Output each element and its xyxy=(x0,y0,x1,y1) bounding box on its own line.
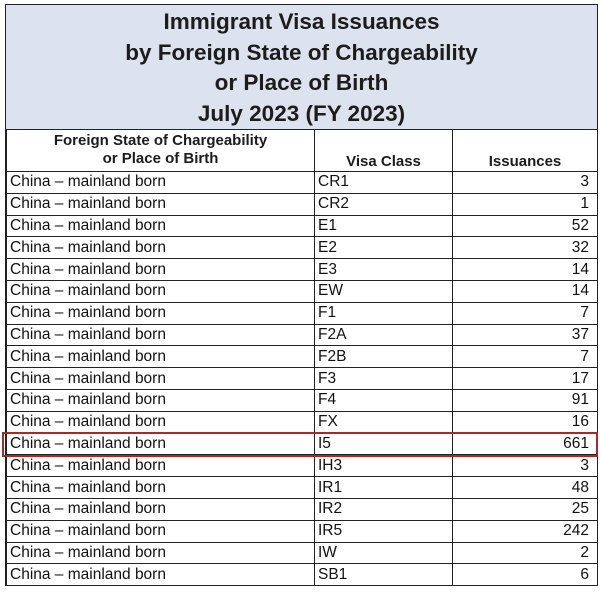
cell-state: China – mainland born xyxy=(6,323,315,347)
report-title-line-1: Immigrant Visa Issuances xyxy=(163,9,440,34)
cell-issuances: 14 xyxy=(452,279,598,303)
cell-state: China – mainland born xyxy=(6,258,315,281)
cell-visa-class: E3 xyxy=(314,258,453,281)
cell-state: China – mainland born xyxy=(6,301,315,325)
cell-state: China – mainland born xyxy=(6,563,315,587)
cell-state: China – mainland born xyxy=(6,192,315,216)
report-title-line-4: July 2023 (FY 2023) xyxy=(197,100,406,126)
report-title-block: Immigrant Visa Issuances by Foreign Stat… xyxy=(6,4,597,129)
table-header-row: Foreign State of Chargeability or Place … xyxy=(6,129,598,172)
cell-issuances: 52 xyxy=(452,214,598,238)
cell-state: China – mainland born xyxy=(6,236,315,260)
cell-issuances: 1 xyxy=(452,192,598,216)
cell-visa-class: IR1 xyxy=(314,476,453,499)
visa-issuance-sheet: Immigrant Visa Issuances by Foreign Stat… xyxy=(5,4,598,587)
cell-state: China – mainland born xyxy=(6,171,315,194)
cell-state: China – mainland born xyxy=(6,497,315,521)
table-row: China – mainland born SB1 6 xyxy=(6,563,598,587)
cell-issuances: 91 xyxy=(452,388,598,412)
cell-state: China – mainland born xyxy=(6,214,315,238)
cell-issuances: 37 xyxy=(452,323,598,347)
column-header-visa-class: Visa Class xyxy=(314,129,453,172)
cell-state: China – mainland born xyxy=(6,454,315,478)
column-header-state: Foreign State of Chargeability or Place … xyxy=(6,129,315,172)
cell-visa-class: F4 xyxy=(314,388,453,412)
cell-issuances: 17 xyxy=(452,367,598,390)
cell-issuances: 32 xyxy=(452,236,598,260)
table-row: China – mainland born I5 661 xyxy=(6,432,598,456)
cell-state: China – mainland born xyxy=(6,410,315,434)
column-header-issuances: Issuances xyxy=(452,129,598,172)
cell-state: China – mainland born xyxy=(6,519,315,543)
cell-state: China – mainland born xyxy=(6,541,315,565)
cell-visa-class: F2A xyxy=(314,323,453,347)
table-body: China – mainland born CR1 3 China – mainlan… xyxy=(6,171,598,587)
cell-issuances: 3 xyxy=(452,454,598,478)
cell-state: China – mainland born xyxy=(6,432,315,456)
cell-visa-class: F1 xyxy=(314,301,453,325)
table-row: China – mainland born E1 52 xyxy=(6,214,598,238)
report-title-line-3: or Place of Birth xyxy=(214,70,389,95)
table-row: China – mainland born IR5 242 xyxy=(6,519,598,543)
cell-state: China – mainland born xyxy=(6,279,315,303)
table-row: China – mainland born IR1 48 xyxy=(6,476,598,499)
cell-visa-class: IR5 xyxy=(314,519,453,543)
cell-visa-class: FX xyxy=(314,410,453,434)
cell-state: China – mainland born xyxy=(6,345,315,369)
cell-issuances: 6 xyxy=(452,563,598,587)
table-row: China – mainland born E3 14 xyxy=(6,258,598,281)
cell-issuances: 242 xyxy=(452,519,598,543)
cell-visa-class: E2 xyxy=(314,236,453,260)
cell-visa-class: E1 xyxy=(314,214,453,238)
table-row: China – mainland born EW 14 xyxy=(6,279,598,303)
table-row: China – mainland born CR2 1 xyxy=(6,192,598,216)
cell-state: China – mainland born xyxy=(6,367,315,390)
column-header-state-line-1: Foreign State of Chargeability xyxy=(53,132,268,149)
cell-issuances: 3 xyxy=(452,171,598,194)
table-row: China – mainland born F2B 7 xyxy=(6,345,598,369)
cell-visa-class: I5 xyxy=(314,432,453,456)
cell-issuances: 7 xyxy=(452,345,598,369)
cell-issuances: 7 xyxy=(452,301,598,325)
cell-issuances: 661 xyxy=(452,432,598,456)
cell-visa-class: IH3 xyxy=(314,454,453,478)
cell-issuances: 14 xyxy=(452,258,598,281)
cell-issuances: 16 xyxy=(452,410,598,434)
table-row: China – mainland born IH3 3 xyxy=(6,454,598,478)
cell-visa-class: F3 xyxy=(314,367,453,390)
cell-issuances: 48 xyxy=(452,476,598,499)
cell-issuances: 2 xyxy=(452,541,598,565)
cell-visa-class: IW xyxy=(314,541,453,565)
table-row: China – mainland born F3 17 xyxy=(6,367,598,390)
cell-visa-class: CR1 xyxy=(314,171,453,194)
cell-state: China – mainland born xyxy=(6,476,315,499)
report-title-line-2: by Foreign State of Chargeability xyxy=(125,39,478,65)
column-header-state-line-2: or Place of Birth xyxy=(102,150,219,167)
table-row: China – mainland born IW 2 xyxy=(6,541,598,565)
table-row: China – mainland born E2 32 xyxy=(6,236,598,260)
table-row: China – mainland born F2A 37 xyxy=(6,323,598,347)
table-row: China – mainland born F1 7 xyxy=(6,301,598,325)
cell-visa-class: F2B xyxy=(314,345,453,369)
cell-state: China – mainland born xyxy=(6,388,315,412)
issuance-table: Foreign State of Chargeability or Place … xyxy=(6,129,598,587)
table-row: China – mainland born F4 91 xyxy=(6,388,598,412)
table-row: China – mainland born IR2 25 xyxy=(6,497,598,521)
cell-visa-class: EW xyxy=(314,279,453,303)
cell-visa-class: IR2 xyxy=(314,497,453,521)
cell-visa-class: SB1 xyxy=(314,563,453,587)
table-row: China – mainland born CR1 3 xyxy=(6,171,598,194)
cell-visa-class: CR2 xyxy=(314,192,453,216)
table-row: China – mainland born FX 16 xyxy=(6,410,598,434)
cell-issuances: 25 xyxy=(452,497,598,521)
